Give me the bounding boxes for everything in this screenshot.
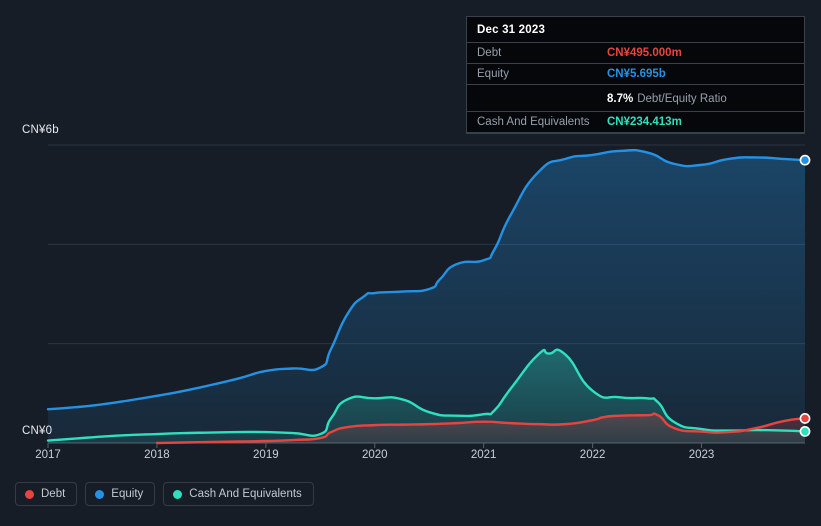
tooltip-ratio-label: Debt/Equity Ratio	[637, 93, 727, 105]
legend-color-dot-icon	[25, 489, 34, 499]
tooltip-row-cash: Cash And Equivalents CN¥234.413m	[467, 112, 804, 133]
legend-item-label: Equity	[111, 488, 144, 500]
tooltip-row-debt: Debt CN¥495.000m	[467, 43, 804, 64]
legend-item-cash-and-equivalents[interactable]: Cash And Equivalents	[163, 482, 314, 506]
tooltip-value-equity: CN¥5.695b	[607, 68, 666, 80]
x-axis-tick-2023: 2023	[688, 449, 715, 461]
legend-item-label: Cash And Equivalents	[189, 488, 302, 500]
x-axis-tick-2020: 2020	[361, 449, 388, 461]
tooltip-label-cash: Cash And Equivalents	[477, 116, 590, 128]
tooltip-ratio-group: 8.7% Debt/Equity Ratio	[607, 89, 727, 107]
legend-color-dot-icon	[95, 489, 105, 499]
chart-legend: Debt Equity Cash And Equivalents	[15, 482, 314, 506]
series-lines	[46, 148, 807, 445]
financials-area-chart	[46, 144, 811, 448]
series-areas	[48, 150, 806, 444]
tooltip-row-equity: Equity CN¥5.695b	[467, 64, 804, 85]
axis-ticks	[47, 443, 703, 448]
x-axis-tick-2022: 2022	[579, 449, 606, 461]
x-axis-tick-2017: 2017	[35, 449, 61, 461]
tooltip-date: Dec 31 2023	[467, 17, 804, 43]
tooltip-value-debt: CN¥495.000m	[607, 47, 682, 59]
chart-plot-area: CN¥6b CN¥0 2017 2018 2019 2020 2021 2022 2023	[22, 124, 811, 461]
legend-item-label: Debt	[41, 488, 66, 500]
legend-color-dot-icon	[173, 489, 183, 499]
legend-item-equity[interactable]: Equity	[85, 482, 156, 506]
chart-tooltip: Dec 31 2023 Debt CN¥495.000m Equity CN¥5…	[466, 16, 805, 134]
tooltip-row-ratio: 8.7% Debt/Equity Ratio	[467, 85, 804, 112]
x-axis-tick-2018: 2018	[144, 449, 170, 461]
endpoint-markers	[799, 154, 811, 437]
y-axis-label-top: CN¥6b	[22, 124, 59, 136]
y-axis-label-zero: CN¥0	[22, 425, 53, 437]
tooltip-ratio-value: 8.7%	[607, 93, 634, 105]
tooltip-label-equity: Equity	[477, 68, 509, 80]
legend-item-debt[interactable]: Debt	[15, 482, 78, 506]
tooltip-value-cash: CN¥234.413m	[607, 116, 682, 128]
tooltip-label-debt: Debt	[477, 47, 502, 59]
x-axis-tick-2019: 2019	[253, 449, 279, 461]
x-axis-tick-2021: 2021	[470, 449, 497, 461]
